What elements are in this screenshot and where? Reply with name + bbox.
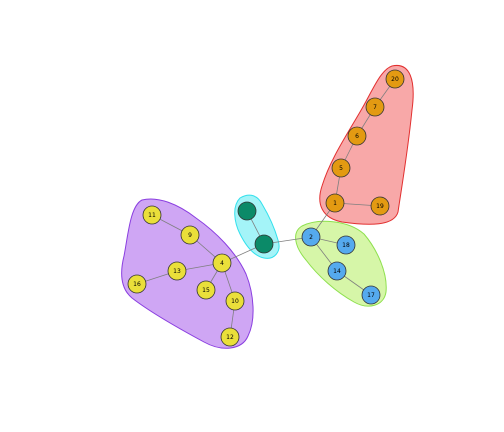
node-circle (127, 274, 147, 294)
node-label: 14 (333, 268, 341, 275)
node-label: 13 (173, 268, 181, 275)
node-n18: 18 (336, 235, 356, 255)
node-label: 1 (333, 200, 337, 207)
node-circle (225, 291, 245, 311)
node-label: 20 (391, 76, 399, 83)
node-n6: 6 (347, 126, 367, 146)
node-label: 18 (342, 242, 350, 249)
node-label: 7 (373, 104, 377, 111)
node-label: 5 (339, 165, 343, 172)
node-label: 2 (309, 234, 313, 241)
node-circle (220, 327, 240, 347)
node-n10: 10 (225, 291, 245, 311)
node-n13: 13 (167, 261, 187, 281)
node-label: 9 (188, 232, 192, 239)
node-circle (336, 235, 356, 255)
node-label: 19 (376, 203, 384, 210)
node-n9: 9 (180, 225, 200, 245)
node-n17: 17 (361, 285, 381, 305)
node-circle (196, 280, 216, 300)
node-n14: 14 (327, 261, 347, 281)
node-circle (347, 126, 367, 146)
node-circle (212, 253, 232, 273)
group-purple-hull (121, 198, 254, 349)
node-circle (325, 193, 345, 213)
node-circle (331, 158, 351, 178)
node-label: 10 (231, 298, 239, 305)
node-n12: 12 (220, 327, 240, 347)
node-circle (237, 201, 257, 221)
node-nB (254, 234, 274, 254)
node-circle (385, 69, 405, 89)
node-n19: 19 (370, 196, 390, 216)
node-circle (370, 196, 390, 216)
node-circle (142, 205, 162, 225)
node-label: 4 (220, 260, 224, 267)
node-circle (301, 227, 321, 247)
node-nA (237, 201, 257, 221)
node-circle (180, 225, 200, 245)
node-label: 12 (226, 334, 234, 341)
node-n1: 1 (325, 193, 345, 213)
node-n20: 20 (385, 69, 405, 89)
node-n2: 2 (301, 227, 321, 247)
node-circle (254, 234, 274, 254)
node-n15: 15 (196, 280, 216, 300)
node-label: 6 (355, 133, 359, 140)
node-n11: 11 (142, 205, 162, 225)
node-label: 15 (202, 287, 210, 294)
node-label: 16 (133, 281, 141, 288)
node-circle (361, 285, 381, 305)
node-circle (365, 97, 385, 117)
node-n7: 7 (365, 97, 385, 117)
node-label: 17 (367, 292, 375, 299)
node-n5: 5 (331, 158, 351, 178)
node-circle (327, 261, 347, 281)
node-label: 11 (148, 212, 156, 219)
node-circle (167, 261, 187, 281)
group-red-hull (319, 64, 414, 225)
node-n16: 16 (127, 274, 147, 294)
node-n4: 4 (212, 253, 232, 273)
